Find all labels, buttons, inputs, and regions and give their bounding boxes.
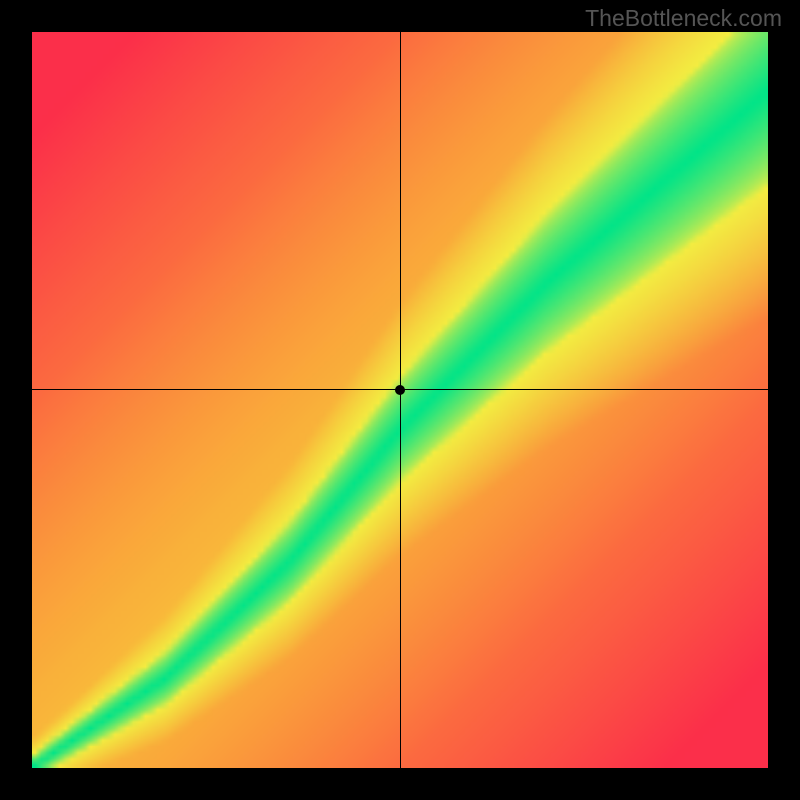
- crosshair-vertical: [400, 32, 401, 768]
- watermark-text: TheBottleneck.com: [585, 5, 782, 32]
- center-marker: [395, 385, 405, 395]
